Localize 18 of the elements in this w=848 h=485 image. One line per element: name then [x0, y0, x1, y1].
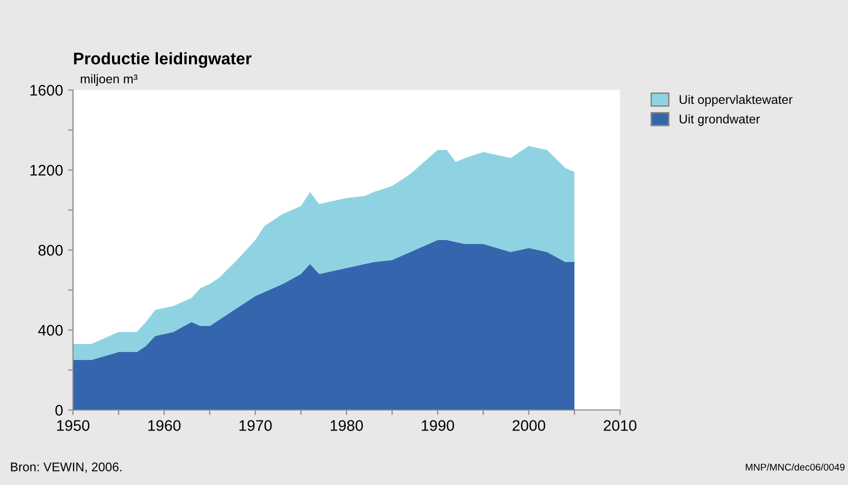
x-tick-label: 2000 [512, 420, 546, 431]
y-tick-label: 800 [38, 244, 63, 256]
y-tick-label: 1200 [30, 164, 63, 176]
x-tick-label: 2010 [604, 420, 636, 431]
y-axis-title: miljoen m³ [80, 74, 138, 86]
x-tick-label: 1980 [330, 420, 363, 431]
text: Bron: VEWIN, 2006. [11, 462, 122, 473]
y-tick-label: 1600 [30, 84, 63, 96]
legend-label: Uit oppervlaktewater [680, 94, 792, 106]
legend-label: Uit grondwater [680, 114, 760, 126]
y-tick-label: 400 [38, 324, 63, 336]
x-tick-label: 1970 [240, 420, 272, 431]
chart-title: Productie leidingwater [74, 52, 252, 68]
x-tick-label: 1990 [422, 420, 454, 431]
text: MNP/MNC/dec06/0049 [746, 463, 845, 471]
x-tick-label: 1960 [148, 420, 181, 431]
y-tick-label: 0 [55, 404, 63, 416]
x-tick-label: 1950 [57, 420, 90, 431]
